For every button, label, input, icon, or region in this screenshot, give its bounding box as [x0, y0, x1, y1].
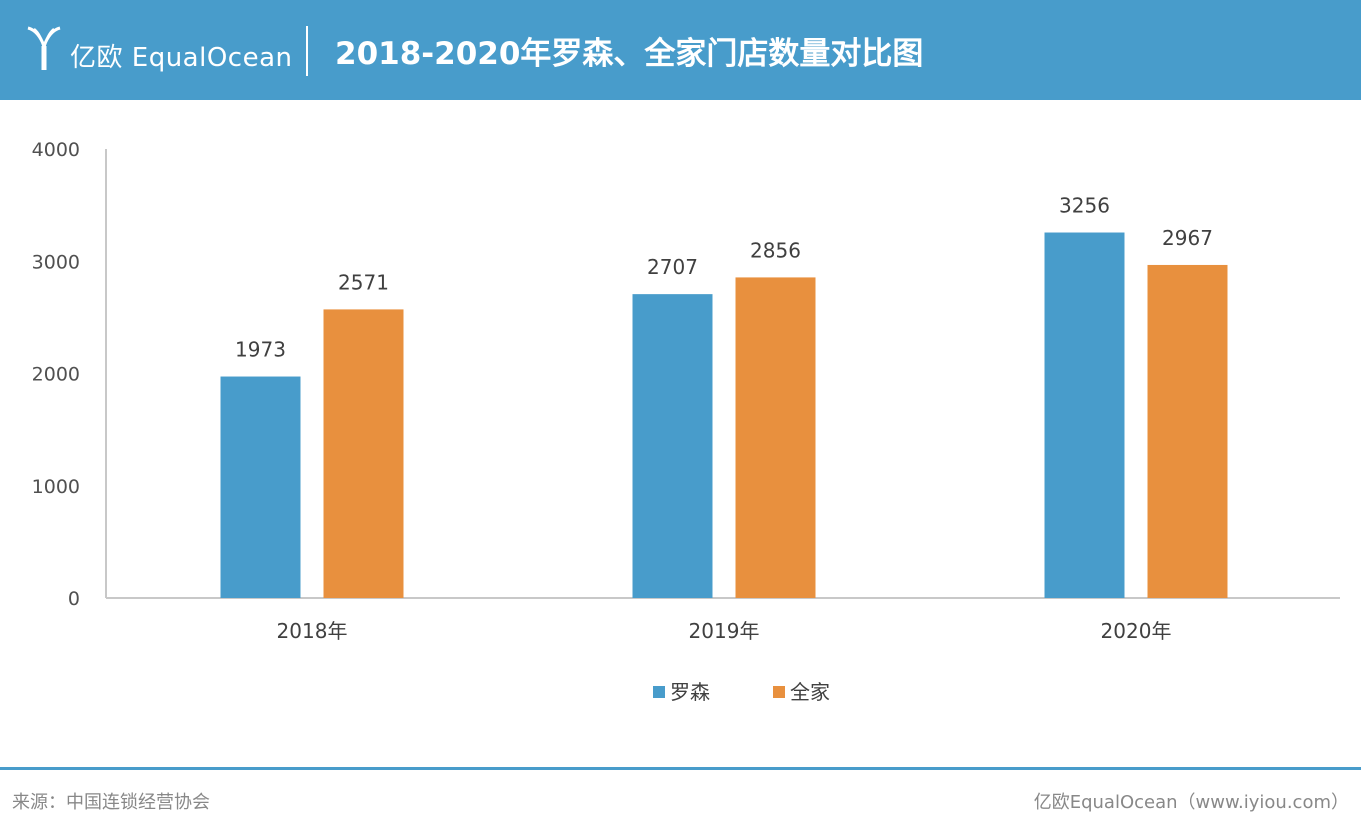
bar-series-1	[220, 376, 301, 598]
data-label: 2856	[750, 238, 801, 262]
bar-series-1	[1044, 232, 1125, 598]
y-tick-label: 1000	[32, 476, 80, 498]
data-label: 2571	[338, 270, 389, 294]
legend-swatch	[773, 686, 785, 698]
footer-divider	[0, 767, 1361, 770]
bar-chart: 0 1000 2000 3000 4000 1973 2571 2018年 2707 2856 20…	[32, 139, 1340, 704]
source-note: 来源：中国连锁经营协会	[12, 792, 210, 813]
legend-label: 罗森	[670, 680, 710, 704]
credit-note: 亿欧EqualOcean（www.iyiou.com）	[1033, 792, 1349, 813]
page-title: 2018-2020年罗森、全家门店数量对比图	[335, 36, 924, 72]
logo-icon	[27, 26, 61, 70]
logo-text: 亿欧 EqualOcean	[70, 43, 293, 73]
data-label: 3256	[1059, 194, 1110, 218]
y-tick-label: 2000	[32, 364, 80, 386]
header-divider	[306, 26, 308, 76]
legend-label: 全家	[790, 680, 830, 704]
y-tick-label: 4000	[32, 139, 80, 161]
header-bar: 亿欧 EqualOcean 2018-2020年罗森、全家门店数量对比图	[0, 0, 1361, 100]
x-tick-label: 2019年	[689, 619, 760, 643]
legend-swatch	[653, 686, 665, 698]
x-tick-label: 2020年	[1101, 619, 1172, 643]
bar-series-1	[632, 294, 713, 598]
bar-series-2	[323, 309, 404, 598]
data-label: 2967	[1162, 226, 1213, 250]
bar-series-2	[735, 277, 816, 598]
data-label: 2707	[647, 255, 698, 279]
y-tick-label: 3000	[32, 251, 80, 273]
data-label: 1973	[235, 338, 286, 362]
bar-series-2	[1147, 264, 1228, 598]
x-tick-label: 2018年	[277, 619, 348, 643]
y-tick-label: 0	[68, 588, 80, 610]
